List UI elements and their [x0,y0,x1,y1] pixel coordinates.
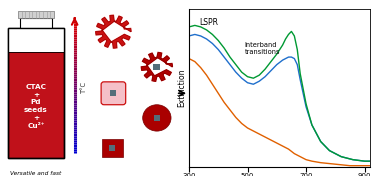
Circle shape [143,105,171,131]
Bar [153,64,160,70]
Text: CTAC
+
Pd
seeds
+
Cu²⁺: CTAC + Pd seeds + Cu²⁺ [24,84,48,129]
Bar [110,90,116,96]
Y-axis label: Extinction: Extinction [177,69,186,107]
Text: Interband
transitions: Interband transitions [245,42,280,55]
Text: T°C: T°C [81,81,87,93]
Text: Versatile and fast: Versatile and fast [10,171,62,176]
Text: LSPR: LSPR [199,18,218,27]
Polygon shape [96,15,131,48]
Bar [102,139,123,157]
FancyBboxPatch shape [101,82,125,105]
Bar [18,11,54,18]
Bar [8,28,64,52]
Bar [153,115,160,121]
Polygon shape [141,52,172,81]
Bar [110,145,116,151]
Bar [8,28,64,158]
Bar [20,18,52,28]
Bar [8,28,64,158]
